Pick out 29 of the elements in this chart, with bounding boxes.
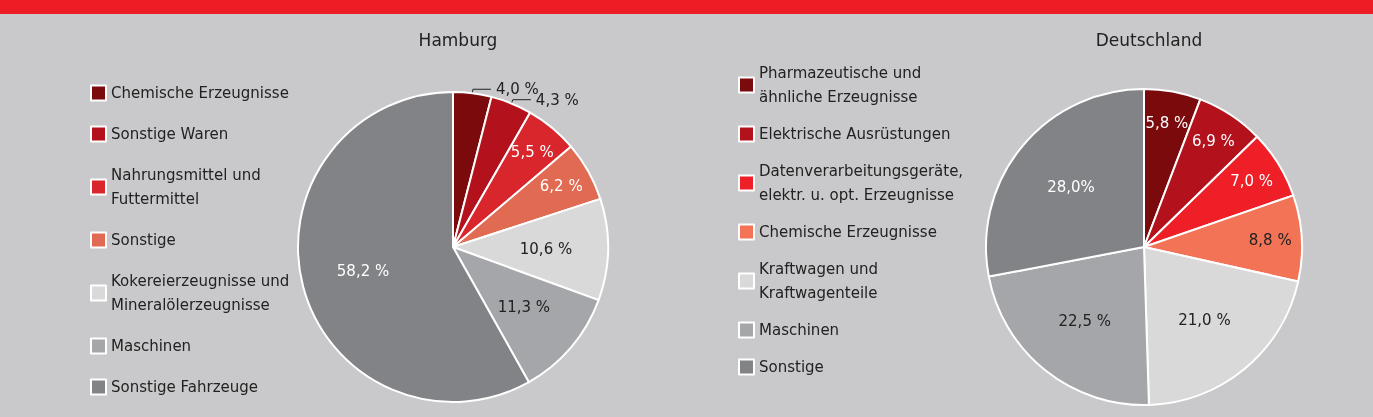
data-label: 4,0 % <box>495 80 539 99</box>
data-label: 11,3 % <box>497 298 551 317</box>
legend-label: Sonstige Waren <box>111 125 229 143</box>
chart-title: Hamburg <box>418 29 498 50</box>
data-label: 5,5 % <box>510 142 554 161</box>
data-label: 58,2 % <box>336 261 390 280</box>
legend-label: Maschinen <box>759 321 840 339</box>
legend-label: Kokereierzeugnisse und Mineralölerzeugnisse <box>111 272 295 314</box>
legend-label: Sonstige Fahrzeuge <box>111 378 259 396</box>
data-label: 8,8 % <box>1248 230 1292 249</box>
data-label: 22,5 % <box>1058 311 1111 330</box>
data-label: 28,0% <box>1047 177 1095 196</box>
legend-label: Sonstige <box>111 231 176 249</box>
data-label: 6,2 % <box>539 177 583 196</box>
legend-label: Kraftwagen und Kraftwagenteile <box>759 260 883 302</box>
legend-label: Sonstige <box>759 358 824 376</box>
data-label: 6,9 % <box>1191 132 1235 151</box>
data-label: 7,0 % <box>1230 171 1274 190</box>
legend-label: Pharmazeutische und ähnliche Erzeugnisse <box>759 64 926 106</box>
legend-label: Nahrungsmittel und Futtermittel <box>111 166 266 208</box>
data-label: 10,6 % <box>519 239 573 258</box>
legend-label: Datenverarbeitungsgeräte, elektr. u. opt. Erzeugnisse <box>759 162 968 204</box>
legend-label: Chemische Erzeugnisse <box>111 84 289 102</box>
legend-label: Chemische Erzeugnisse <box>759 223 937 241</box>
data-label: 5,8 % <box>1145 113 1189 132</box>
chart-title: Deutschland <box>1095 29 1203 50</box>
data-label: 21,0 % <box>1178 311 1231 330</box>
legend-label: Maschinen <box>111 337 192 355</box>
legend-label: Elektrische Ausrüstungen <box>759 125 951 143</box>
